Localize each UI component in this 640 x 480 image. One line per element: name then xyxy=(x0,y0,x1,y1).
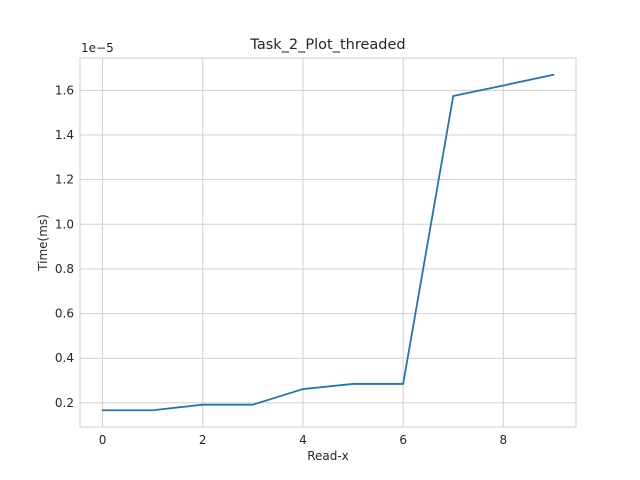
x-tick-label: 8 xyxy=(500,433,508,447)
grid-lines xyxy=(80,58,576,427)
x-tick-label: 6 xyxy=(399,433,407,447)
y-tick-label: 0.6 xyxy=(55,307,74,321)
x-tick-label: 2 xyxy=(199,433,207,447)
y-tick-label: 1.6 xyxy=(55,83,74,97)
y-tick-label: 0.4 xyxy=(55,351,74,365)
x-axis-label: Read-x xyxy=(307,449,349,463)
chart-title: Task_2_Plot_threaded xyxy=(249,37,405,53)
y-tick-label: 1.2 xyxy=(55,173,74,187)
y-axis-offset-label: 1e−5 xyxy=(81,41,114,55)
y-tick-label: 0.8 xyxy=(55,262,74,276)
series-line xyxy=(101,73,555,412)
y-tick-label: 1.4 xyxy=(55,128,74,142)
y-tick-label: 1.0 xyxy=(55,217,74,231)
x-tick-label: 0 xyxy=(99,433,107,447)
plot-frame xyxy=(79,57,577,428)
x-tick-label: 4 xyxy=(299,433,307,447)
y-axis-label: Time(ms) xyxy=(36,214,50,272)
x-tick-labels: 0 2 4 6 8 xyxy=(99,433,507,447)
series-layer xyxy=(101,73,555,412)
y-tick-label: 0.2 xyxy=(55,396,74,410)
y-tick-labels: 0.2 0.4 0.6 0.8 1.0 1.2 1.4 1.6 xyxy=(55,83,74,410)
